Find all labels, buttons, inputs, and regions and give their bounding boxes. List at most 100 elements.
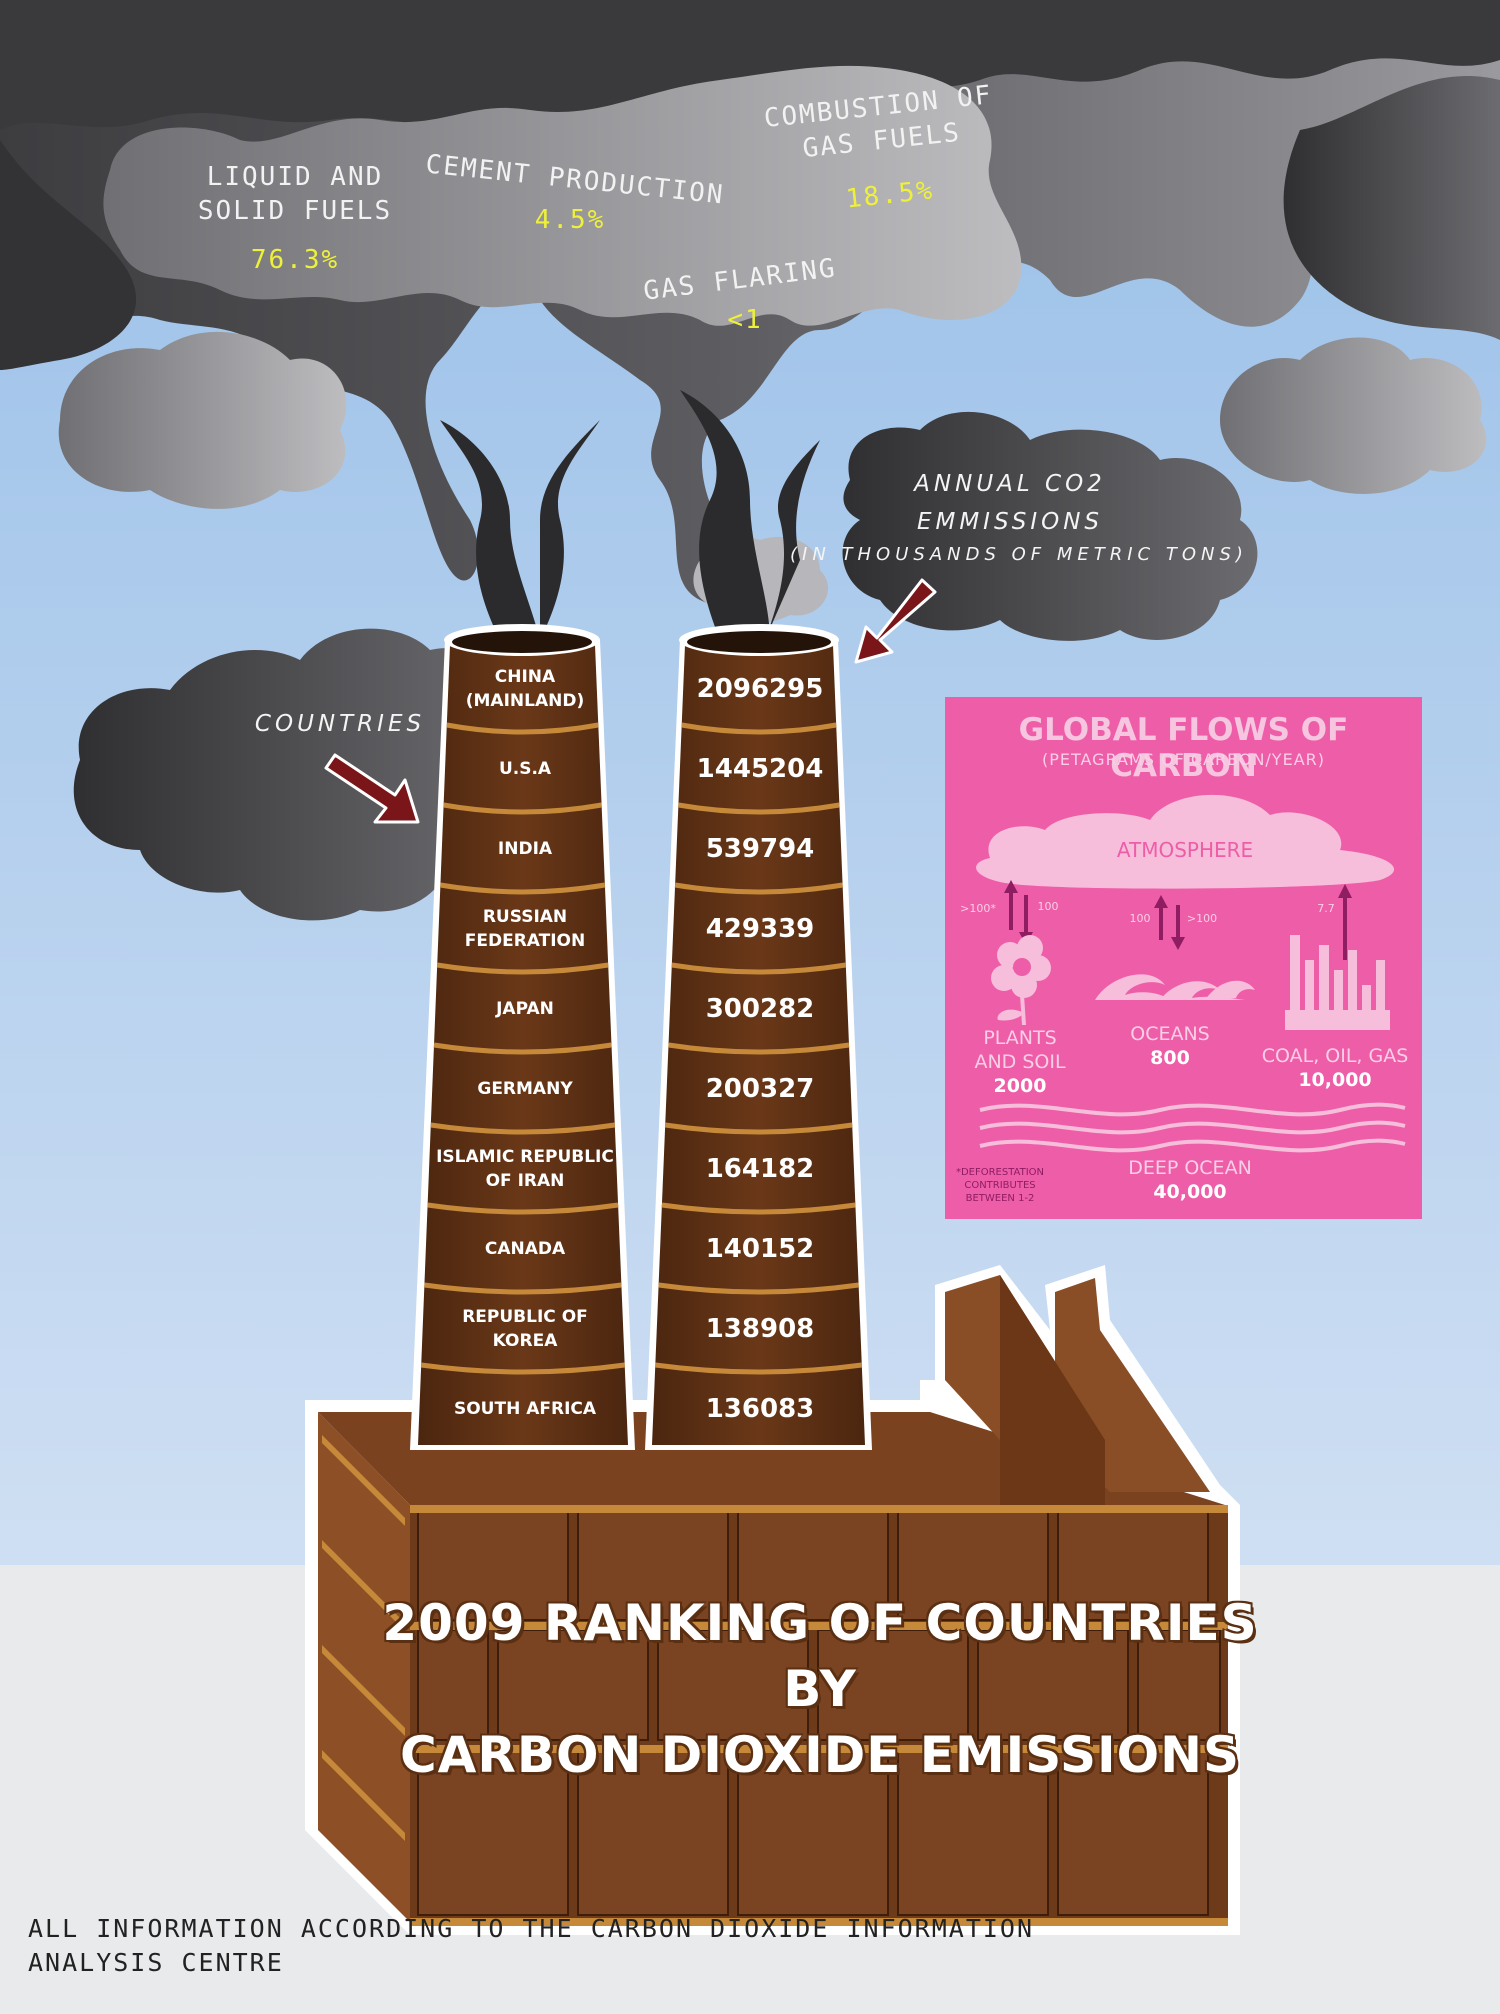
oceans-flow-up-value: 100 [1129,912,1151,925]
country-name-line2: FEDERATION [464,931,586,951]
deforestation-note-line3: BETWEEN 1-2 [965,1193,1035,1204]
country-name: SOUTH AFRICA [430,1397,620,1421]
country-name-line1: INDIA [497,839,553,859]
chimney-band [654,1362,863,1375]
mortar-line [410,1918,1228,1926]
source-liquid-solid-pct: 76.3% [250,245,340,275]
annual-emissions-line1: ANNUAL CO2 [914,471,1106,497]
source-liquid-solid-line2: SOLID FUELS [197,196,393,226]
source-cement-pct: 4.5% [534,205,606,235]
deep-ocean-value: 40,000 [1153,1181,1227,1203]
emission-value: 1445204 [696,754,824,784]
factory-skyline-icon [1285,935,1390,1030]
emission-value: 138908 [705,1314,815,1344]
side-mortar-line [322,1540,405,1631]
brick [577,1511,729,1621]
brick [1057,1749,1209,1916]
side-mortar-line [322,1645,405,1736]
annual-emissions-line2: EMMISSIONS [916,509,1104,535]
countries-label: COUNTRIES [254,711,426,737]
chimney-values [645,624,872,1450]
chimney-band [424,1282,622,1295]
carbon-panel-subtitle: (PETAGRAMS OF CARBON/YEAR) [1041,750,1325,769]
atmosphere-cloud-icon [976,794,1395,889]
country-name-line1: REPUBLIC OF [462,1307,588,1327]
brick [737,1749,889,1916]
annual-emissions-label: ANNUAL CO2 EMMISSIONS (IN THOUSANDS OF M… [790,465,1248,569]
mortar-line [410,1505,1228,1513]
factory-side-bricks [322,1435,405,1841]
country-name-line1: CANADA [484,1239,566,1259]
chimney-band [664,1122,853,1135]
country-name-line1: RUSSIAN [482,907,568,927]
emission-value: 300282 [705,994,815,1024]
factory-bricks [410,1505,1228,1926]
chart-title-line1: 2009 RANKING OF COUNTRIES BY [382,1594,1258,1718]
brick [1137,1629,1221,1741]
brick [737,1511,889,1621]
annual-emissions-unit: (IN THOUSANDS OF METRIC TONS) [790,544,1248,565]
brick [417,1629,489,1741]
arrow-emissions-icon [854,578,937,664]
country-name-line2: (MAINLAND) [465,691,585,711]
country-name: JAPAN [430,997,620,1021]
oceans-line1: OCEANS [1130,1023,1210,1045]
mortar-line [410,1622,1228,1630]
flower-icon [991,935,1051,1025]
source-footer: ALL INFORMATION ACCORDING TO THE CARBON … [28,1912,1468,1980]
plants-soil-value: 2000 [993,1075,1047,1097]
deforestation-note: *DEFORESTATION CONTRIBUTES BETWEEN 1-2 [945,1166,1055,1205]
chimney-band [668,1042,850,1055]
arrow-countries-icon [324,753,420,824]
country-name: U.S.A [430,757,620,781]
brick [977,1629,1129,1741]
emission-value: 136083 [705,1394,815,1424]
plants-soil-line1: PLANTS [983,1027,1057,1049]
emission-value: 140152 [705,1234,815,1264]
brick [417,1511,569,1621]
plants-soil-label: PLANTS AND SOIL 2000 [960,1026,1080,1098]
source-gas-flaring-pct: <1 [727,305,763,335]
source-liquid-solid-label: LIQUID AND SOLID FUELS [185,160,405,228]
country-name: ISLAMIC REPUBLIC OF IRAN [430,1145,620,1193]
side-mortar-line [322,1750,405,1841]
country-name-line1: SOUTH AFRICA [453,1399,597,1419]
brick [497,1629,649,1741]
deforestation-note-line2: CONTRIBUTES [964,1180,1036,1191]
fossil-label: COAL, OIL, GAS 10,000 [1250,1044,1420,1092]
deep-ocean-waves-icon [979,1102,1406,1153]
chimney-band [658,1282,859,1295]
chimney-band [671,962,847,975]
chimney-band [427,1202,619,1215]
deep-ocean-label: DEEP OCEAN 40,000 [1110,1156,1270,1204]
country-name-line1: JAPAN [496,999,554,1019]
carbon-flows-panel [945,697,1422,1219]
carbon-panel-title: GLOBAL FLOWS OF CARBON [1018,712,1349,784]
oceans-value: 800 [1150,1047,1190,1069]
plants-flow-down-value: 100 [1037,900,1059,913]
brick [1057,1511,1209,1621]
country-name-line1: ISLAMIC REPUBLIC [436,1147,614,1167]
source-footer-line1: ALL INFORMATION ACCORDING TO THE CARBON … [28,1914,1035,1943]
fossil-value: 10,000 [1298,1069,1372,1091]
country-name-line1: CHINA [494,667,556,687]
deforestation-note-line1: *DEFORESTATION [955,1167,1045,1178]
fossil-flow-value: 7.7 [1317,902,1335,915]
chimney-band [681,722,837,735]
country-name: CHINA (MAINLAND) [430,665,620,713]
emission-value: 539794 [705,834,815,864]
fossil-flow-arrow-icon [1338,884,1352,960]
country-name: CANADA [430,1237,620,1261]
source-footer-line2: ANALYSIS CENTRE [28,1948,284,1977]
country-name-line2: KOREA [492,1331,558,1351]
ocean-waves-icon [1095,974,1255,1000]
country-name-line2: OF IRAN [485,1171,565,1191]
source-liquid-solid-line1: LIQUID AND [206,162,384,192]
chart-title-line2: CARBON DIOXIDE EMISSIONS [399,1726,1241,1784]
emission-value: 429339 [705,914,815,944]
chimney-band [443,802,603,815]
chimney-band [420,1362,626,1375]
oceans-flow-arrows-icon [1154,895,1185,950]
